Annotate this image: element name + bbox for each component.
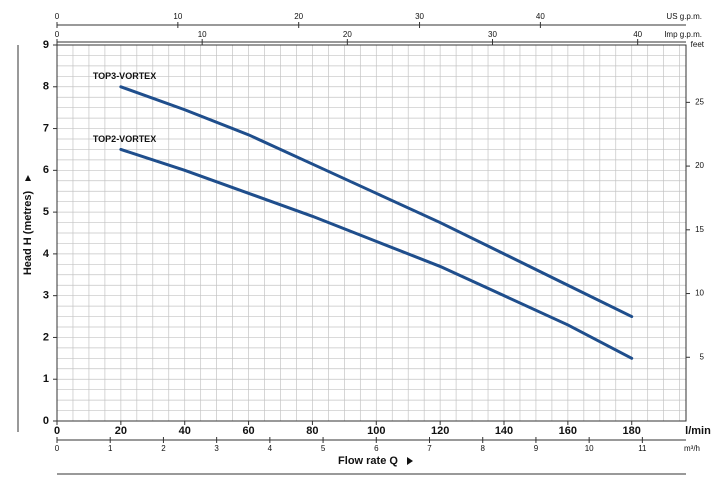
top-tick-label: 30 xyxy=(415,12,424,21)
x-tick-label: 11 xyxy=(638,444,647,453)
y2-tick-label: 5 xyxy=(700,352,705,361)
x-tick-label: 100 xyxy=(367,425,385,437)
y-tick-label: 2 xyxy=(43,331,49,343)
x-tick-label: 5 xyxy=(321,444,326,453)
y2-tick-label: 25 xyxy=(695,97,704,106)
y2-tick-label: 15 xyxy=(695,225,704,234)
y-tick-label: 6 xyxy=(43,164,49,176)
x-tick-label: 7 xyxy=(427,444,432,453)
y2-axis-label: feet xyxy=(691,40,705,49)
arrow-icon xyxy=(25,175,31,181)
top-tick-label: 20 xyxy=(343,30,352,39)
curve xyxy=(119,147,634,360)
x-tick-label: 3 xyxy=(214,444,219,453)
x-tick-label: 120 xyxy=(431,425,449,437)
axis-unit-label: Imp g.p.m. xyxy=(664,30,702,39)
x-tick-label: 10 xyxy=(585,444,594,453)
top-tick-label: 20 xyxy=(294,12,303,21)
y-tick-label: 0 xyxy=(43,415,49,427)
plot-frame xyxy=(56,44,687,422)
x-tick-label: 0 xyxy=(54,425,60,437)
x-axis-label: Flow rate Q xyxy=(338,455,398,467)
y-tick-label: 1 xyxy=(43,373,49,385)
x-unit-label: l/min xyxy=(685,425,711,437)
y-tick-label: 9 xyxy=(43,39,49,51)
arrow-icon xyxy=(407,457,413,465)
y-tick-label: 4 xyxy=(43,248,50,260)
top-tick-label: 40 xyxy=(633,30,642,39)
axis-unit-label: US g.p.m. xyxy=(666,12,702,21)
top-tick-label: 30 xyxy=(488,30,497,39)
y2-tick-label: 20 xyxy=(695,161,704,170)
x-tick-label: 80 xyxy=(306,425,318,437)
x-tick-label: 8 xyxy=(480,444,485,453)
curve xyxy=(119,85,634,319)
top-tick-label: 0 xyxy=(55,12,60,21)
x-tick-label: 9 xyxy=(534,444,539,453)
y-tick-label: 7 xyxy=(43,122,49,134)
top-tick-label: 10 xyxy=(198,30,207,39)
x-tick-label: 180 xyxy=(623,425,641,437)
x-tick-label: 2 xyxy=(161,444,166,453)
x-tick-label: 20 xyxy=(115,425,127,437)
x-tick-label: 40 xyxy=(179,425,191,437)
x-tick-label: 140 xyxy=(495,425,513,437)
curve-label: TOP2-VORTEX xyxy=(93,134,156,144)
top-tick-label: 10 xyxy=(173,12,182,21)
y-tick-label: 5 xyxy=(43,206,49,218)
y-tick-label: 8 xyxy=(43,81,49,93)
x-tick-label: 0 xyxy=(55,444,60,453)
x-tick-label: 160 xyxy=(559,425,577,437)
x-tick-label: 4 xyxy=(268,444,273,453)
y-axis-label: Head H (metres) xyxy=(22,190,34,275)
x-tick-label: 60 xyxy=(242,425,254,437)
axis-unit-label: m³/h xyxy=(684,444,700,453)
x-tick-label: 1 xyxy=(108,444,113,453)
top-tick-label: 0 xyxy=(55,30,60,39)
top-tick-label: 40 xyxy=(536,12,545,21)
curve-label: TOP3-VORTEX xyxy=(93,71,156,81)
y2-tick-label: 10 xyxy=(695,289,704,298)
x-tick-label: 6 xyxy=(374,444,379,453)
y-tick-label: 3 xyxy=(43,290,49,302)
